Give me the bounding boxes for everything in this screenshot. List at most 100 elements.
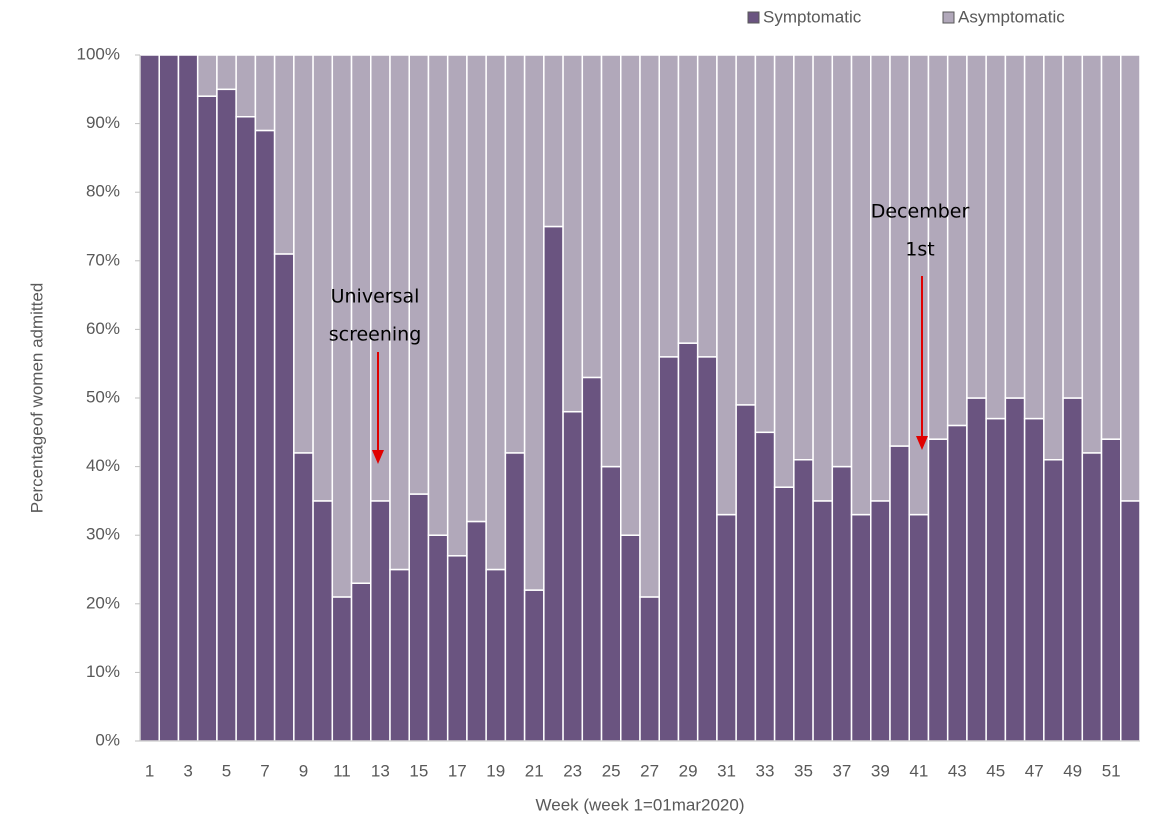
bar-segment bbox=[966, 54, 987, 399]
annotation-text: Universal bbox=[331, 286, 420, 308]
y-tick-label: 70% bbox=[86, 250, 120, 269]
legend-label: Asymptomatic bbox=[958, 7, 1065, 26]
x-tick-label: 27 bbox=[640, 761, 659, 780]
bar-segment bbox=[966, 397, 987, 742]
y-tick-label: 40% bbox=[86, 456, 120, 475]
bar-segment bbox=[350, 54, 372, 584]
bar-segment bbox=[158, 54, 180, 742]
x-tick-label: 25 bbox=[602, 761, 621, 780]
bar-segment bbox=[831, 54, 853, 468]
annotation-text: 1st bbox=[905, 239, 934, 261]
bar-segment bbox=[235, 54, 257, 118]
legend-label: Symptomatic bbox=[763, 7, 862, 26]
bar-segment bbox=[543, 54, 564, 228]
bar-segment bbox=[716, 54, 737, 516]
x-tick-label: 41 bbox=[909, 761, 928, 780]
bar-segment bbox=[735, 404, 757, 742]
bar-segment bbox=[850, 54, 872, 516]
bar-segment bbox=[793, 458, 814, 742]
annotation-text: December bbox=[871, 201, 970, 223]
bar-segment bbox=[1004, 54, 1026, 399]
bar-segment bbox=[946, 54, 968, 427]
bar-segment bbox=[562, 54, 584, 413]
legend-swatch bbox=[942, 11, 955, 24]
bar-segment bbox=[370, 54, 391, 502]
bar-segment bbox=[812, 54, 834, 502]
bar-segment bbox=[658, 54, 680, 358]
bar-segment bbox=[273, 253, 295, 742]
bar-segment bbox=[889, 445, 910, 742]
x-axis-title: Week (week 1=01mar2020) bbox=[536, 795, 745, 814]
bar-segment bbox=[1120, 500, 1141, 742]
bar-segment bbox=[696, 54, 718, 358]
bar-segment bbox=[389, 54, 410, 571]
bar-segment bbox=[216, 88, 237, 742]
bar-segment bbox=[1043, 54, 1064, 461]
y-axis-title: Percentageof women admitted bbox=[27, 283, 46, 514]
bar-segment bbox=[235, 115, 257, 742]
bar-segment bbox=[446, 555, 468, 742]
x-tick-label: 3 bbox=[183, 761, 192, 780]
bar-segment bbox=[293, 452, 314, 742]
bar-segment bbox=[870, 500, 891, 742]
annotation-text: screening bbox=[329, 324, 422, 346]
x-tick-label: 5 bbox=[222, 761, 231, 780]
x-tick-label: 11 bbox=[333, 761, 351, 780]
y-tick-label: 0% bbox=[95, 730, 120, 749]
bar-segment bbox=[177, 54, 199, 742]
bar-segment bbox=[908, 513, 930, 742]
bar-segment bbox=[466, 54, 487, 523]
x-tick-label: 21 bbox=[525, 761, 544, 780]
bar-segment bbox=[466, 520, 487, 742]
bar-segment bbox=[350, 582, 372, 742]
bar-segment bbox=[427, 534, 449, 742]
x-tick-label: 35 bbox=[794, 761, 813, 780]
bar-segment bbox=[639, 54, 660, 598]
bar-segment bbox=[831, 465, 853, 742]
bar-segment bbox=[581, 376, 603, 742]
bar-segment bbox=[1081, 452, 1103, 742]
bar-segment bbox=[1043, 458, 1064, 742]
bar-segment bbox=[543, 225, 564, 742]
x-tick-label: 43 bbox=[948, 761, 967, 780]
bar-segment bbox=[312, 54, 334, 502]
bar-segment bbox=[812, 500, 834, 742]
y-tick-label: 80% bbox=[86, 182, 120, 201]
annotation-arrowhead bbox=[372, 450, 384, 464]
bar-segment bbox=[389, 568, 410, 742]
bar-segment bbox=[600, 54, 622, 468]
bars bbox=[139, 54, 1141, 742]
x-tick-label: 23 bbox=[563, 761, 582, 780]
bar-segment bbox=[427, 54, 449, 536]
bar-segment bbox=[523, 589, 545, 742]
bar-segment bbox=[1004, 397, 1026, 742]
bar-segment bbox=[1100, 54, 1122, 440]
y-tick-label: 20% bbox=[86, 593, 120, 612]
bar-segment bbox=[446, 54, 468, 557]
bar-segment bbox=[946, 424, 968, 742]
y-tick-label: 30% bbox=[86, 525, 120, 544]
bar-segment bbox=[927, 438, 949, 742]
bar-segment bbox=[273, 54, 295, 255]
y-tick-label: 90% bbox=[86, 113, 120, 132]
bar-segment bbox=[581, 54, 603, 379]
bar-segment bbox=[331, 596, 353, 742]
bar-segment bbox=[985, 54, 1007, 420]
bar-segment bbox=[793, 54, 814, 461]
bar-segment bbox=[312, 500, 334, 742]
bar-segment bbox=[716, 513, 737, 742]
bar-segment bbox=[1081, 54, 1103, 454]
bar-segment bbox=[754, 431, 776, 742]
bar-segment bbox=[1062, 54, 1084, 399]
bar-segment bbox=[658, 356, 680, 742]
bar-segment bbox=[196, 95, 218, 742]
x-tick-label: 51 bbox=[1102, 761, 1121, 780]
x-tick-label: 33 bbox=[756, 761, 775, 780]
bar-segment bbox=[216, 54, 237, 91]
bar-segment bbox=[1062, 397, 1084, 742]
bar-segment bbox=[485, 54, 507, 571]
bar-segment bbox=[620, 534, 641, 742]
bar-segment bbox=[773, 486, 795, 742]
x-tick-label: 7 bbox=[260, 761, 269, 780]
